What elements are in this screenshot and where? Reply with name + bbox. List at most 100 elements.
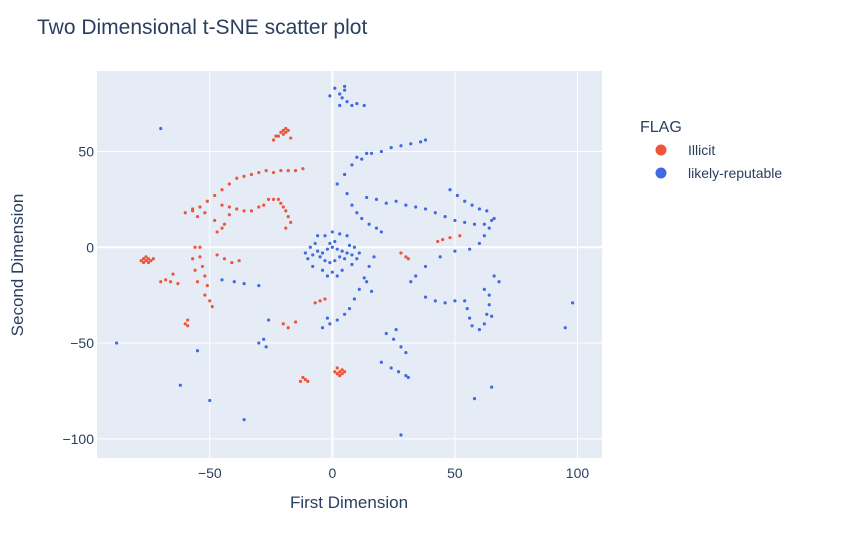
scatter-point (372, 255, 376, 259)
x-tick-label: −50 (198, 465, 222, 481)
scatter-point (453, 299, 457, 303)
scatter-point (208, 299, 212, 303)
grid-lines (97, 71, 602, 458)
scatter-point (369, 289, 374, 293)
scatter-point (443, 215, 447, 219)
scatter-point (257, 283, 261, 288)
scatter-point (423, 264, 428, 269)
scatter-point (477, 241, 482, 246)
scatter-point (423, 295, 428, 299)
scatter-point (482, 287, 486, 292)
scatter-point (335, 274, 339, 278)
scatter-point (171, 272, 175, 276)
scatter-point (357, 251, 361, 255)
scatter-point (284, 126, 288, 131)
scatter-point (443, 301, 447, 305)
scatter-point (492, 274, 496, 278)
scatter-point (438, 255, 442, 259)
scatter-point (164, 278, 168, 282)
scatter-point (379, 149, 383, 154)
scatter-point (264, 345, 268, 349)
scatter-point (284, 130, 288, 134)
scatter-point (325, 247, 330, 251)
scatter-point (271, 170, 276, 175)
scatter-point (159, 126, 163, 131)
scatter-point (286, 215, 290, 219)
legend-item-illicit[interactable]: Illicit (655, 142, 716, 158)
scatter-point (195, 280, 200, 284)
scatter-point (485, 312, 489, 316)
scatter-point (195, 349, 200, 353)
scatter-point (311, 264, 315, 269)
scatter-point (146, 260, 151, 265)
scatter-point (203, 274, 207, 278)
scatter-point (306, 257, 310, 261)
scatter-point (311, 253, 315, 257)
scatter-point (298, 379, 303, 383)
scatter-point (203, 293, 207, 297)
scatter-point (487, 293, 491, 297)
scatter-point (340, 372, 344, 376)
scatter-point (399, 251, 403, 255)
scatter-point (335, 182, 339, 186)
scatter-point (455, 193, 459, 198)
scatter-point (237, 259, 241, 263)
legend[interactable]: FLAG Illicit likely-reputable (640, 119, 782, 181)
scatter-point (168, 280, 173, 284)
tick-labels: −50 0 50 100 −100 −50 0 50 (62, 143, 589, 481)
scatter-point (355, 155, 359, 159)
scatter-point (222, 222, 227, 226)
scatter-point (448, 236, 452, 240)
scatter-point (323, 297, 327, 301)
scatter-point (399, 433, 403, 437)
scatter-point (257, 170, 261, 175)
scatter-point (279, 130, 283, 134)
scatter-point (374, 197, 379, 201)
scatter-point (482, 322, 486, 326)
scatter-point (365, 280, 369, 284)
scatter-point (389, 366, 393, 370)
scatter-point (271, 197, 276, 201)
scatter-point (183, 322, 187, 326)
scatter-point (293, 169, 298, 173)
scatter-point (418, 140, 423, 144)
scatter-point (220, 226, 224, 230)
scatter-point (293, 320, 298, 324)
scatter-point (242, 209, 246, 213)
scatter-point (333, 86, 337, 90)
scatter-point (267, 318, 271, 322)
scatter-point (320, 251, 325, 255)
plot-background (97, 71, 602, 458)
y-tick-label: −100 (62, 431, 94, 447)
scatter-point (203, 211, 207, 215)
scatter-point (159, 280, 163, 284)
scatter-point (279, 201, 283, 205)
scatter-point (487, 303, 491, 307)
scatter-point (340, 249, 344, 253)
scatter-point (355, 101, 359, 106)
scatter-point (242, 174, 246, 178)
scatter-point (320, 326, 325, 330)
scatter-point (369, 151, 374, 155)
x-axis-title: First Dimension (290, 493, 408, 512)
scatter-point (286, 326, 290, 330)
legend-item-likely-reputable[interactable]: likely-reputable (655, 165, 783, 181)
scatter-point (330, 230, 334, 234)
scatter-point (301, 375, 305, 380)
scatter-point (492, 216, 496, 221)
scatter-point (350, 163, 354, 167)
scatter-point (345, 251, 349, 255)
scatter-point (384, 331, 388, 336)
scatter-point (335, 372, 339, 376)
scatter-point (453, 249, 457, 253)
scatter-point (394, 328, 398, 332)
scatter-point (465, 306, 469, 311)
scatter-point (347, 306, 352, 311)
scatter-point (213, 193, 217, 198)
scatter-point (350, 103, 354, 108)
scatter-point (146, 257, 151, 261)
scatter-point (249, 209, 254, 213)
scatter-point (396, 370, 401, 374)
scatter-point (274, 134, 278, 138)
